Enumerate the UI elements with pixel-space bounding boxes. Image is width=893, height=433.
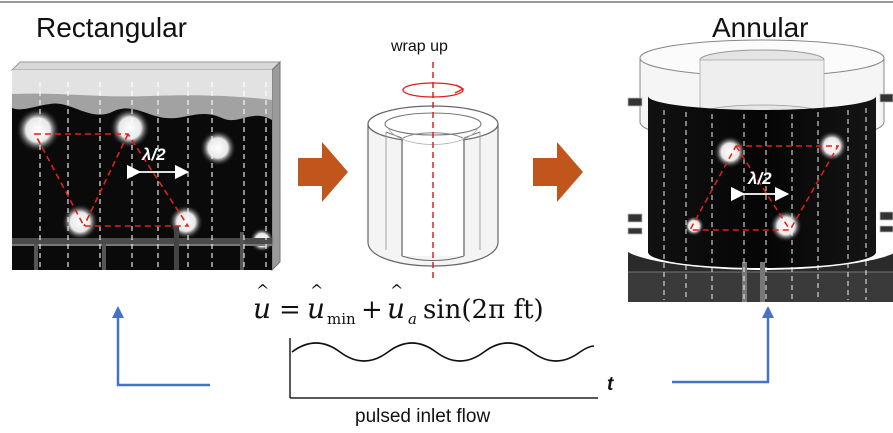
eq-hat-ua: ^ — [390, 281, 403, 300]
wrapped-cylinder — [367, 62, 499, 282]
eq-hat-umin: ^ — [310, 281, 323, 300]
eq-ua-sub: a — [408, 310, 417, 328]
pulsed-inlet-flow-label: pulsed inlet flow — [355, 406, 491, 427]
sine-wave — [291, 342, 595, 362]
title-rectangular: Rectangular — [36, 12, 187, 43]
eq-u: u — [253, 292, 271, 325]
eq-ua-u: u — [387, 292, 405, 325]
lambda-label-right: λ/2 — [747, 169, 772, 188]
arrow-right-icon — [533, 142, 583, 202]
wrap-up-label: wrap up — [391, 38, 448, 55]
eq-equals: = — [279, 295, 301, 325]
annular-photo — [627, 39, 893, 302]
title-annular: Annular — [712, 12, 809, 43]
return-arrow-left — [112, 306, 210, 387]
return-arrow-right — [672, 306, 774, 384]
eq-umin-u: u — [307, 292, 325, 325]
rectangular-photo — [10, 60, 282, 272]
eq-hat-u: ^ — [256, 281, 269, 300]
time-axis-label: t — [607, 374, 614, 395]
lambda-label-left: λ/2 — [141, 145, 166, 164]
arrow-right-icon — [298, 142, 348, 202]
velocity-equation: ^ u = ^ u min + ^ u a sin(2π ft) — [253, 281, 544, 328]
eq-umin-sub: min — [327, 310, 356, 328]
eq-sin: sin(2π ft) — [423, 295, 544, 325]
waveform-plot — [289, 338, 598, 399]
eq-plus: + — [361, 295, 383, 325]
